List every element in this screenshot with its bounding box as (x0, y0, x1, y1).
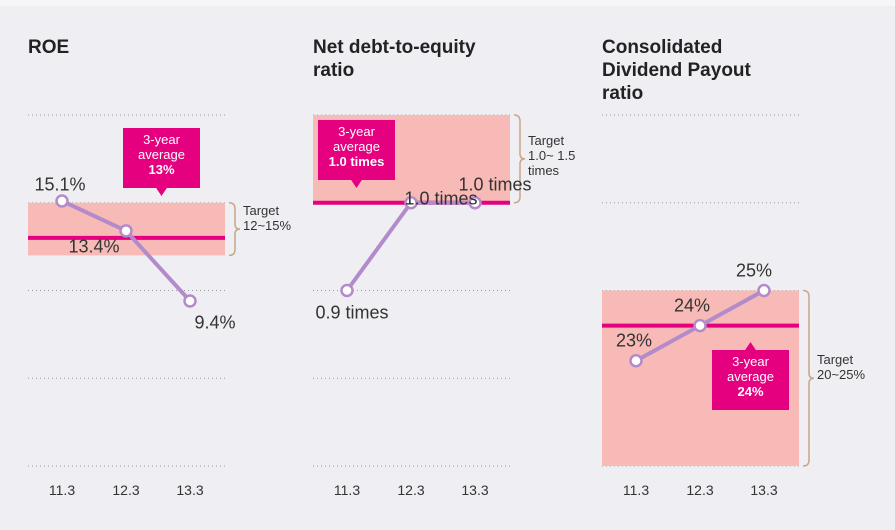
target-label: Target (243, 203, 280, 219)
data-point (629, 353, 643, 368)
value-label: 9.4% (194, 312, 236, 333)
x-tick-label: 12.3 (112, 482, 140, 498)
x-tick-label: 13.3 (176, 482, 204, 498)
target-range-label: 20~25% (817, 367, 866, 383)
target-label: Target (528, 132, 565, 148)
value-label: 13.4% (68, 236, 120, 257)
average-value-label: 1.0 times (328, 154, 385, 169)
value-label: 24% (673, 295, 711, 316)
callout-pointer (744, 342, 757, 351)
value-label: 1.0 times (404, 188, 478, 209)
target-label: Target (817, 352, 854, 368)
data-point (340, 283, 354, 298)
average-value-label: 13% (148, 162, 175, 177)
value-label: 1.0 times (458, 174, 532, 195)
average-callout: 3-year average 24% (712, 350, 789, 410)
average-label: 3-year average (727, 354, 774, 384)
target-brace (228, 202, 241, 257)
value-label: 25% (735, 260, 773, 280)
chart-title: Net debt-to-equity ratio (313, 37, 476, 81)
target-brace (802, 289, 815, 467)
target-range-label: 1.0~ 1.5 times (528, 147, 576, 178)
data-point (119, 224, 133, 238)
x-tick-label: 13.3 (750, 482, 778, 498)
data-point (468, 196, 482, 210)
callout-pointer (350, 179, 363, 188)
average-label: 3-year average (333, 124, 380, 154)
target-brace (513, 114, 526, 204)
value-label: 0.9 times (315, 302, 389, 322)
average-callout: 3-year average 1.0 times (318, 120, 395, 180)
data-point (693, 318, 707, 333)
data-line (345, 200, 475, 292)
x-tick-label: 11.3 (622, 482, 650, 498)
data-point (55, 194, 69, 208)
average-callout: 3-year average 13% (123, 128, 200, 188)
callout-pointer (155, 187, 168, 196)
x-tick-label: 11.3 (333, 482, 361, 498)
chart-title: Consolidated Dividend Payout ratio (602, 37, 751, 104)
data-point (183, 294, 197, 308)
target-range-label: 12~15% (243, 218, 292, 234)
chart-title: ROE (28, 37, 70, 58)
value-label: 23% (615, 330, 653, 351)
data-point (757, 283, 771, 298)
average-value-label: 24% (737, 384, 764, 399)
average-label: 3-year average (138, 132, 185, 162)
data-point (404, 196, 418, 210)
x-tick-label: 13.3 (461, 482, 489, 498)
x-tick-label: 11.3 (48, 482, 76, 498)
x-tick-label: 12.3 (686, 482, 714, 498)
x-tick-label: 12.3 (397, 482, 425, 498)
value-label: 15.1% (34, 174, 86, 195)
